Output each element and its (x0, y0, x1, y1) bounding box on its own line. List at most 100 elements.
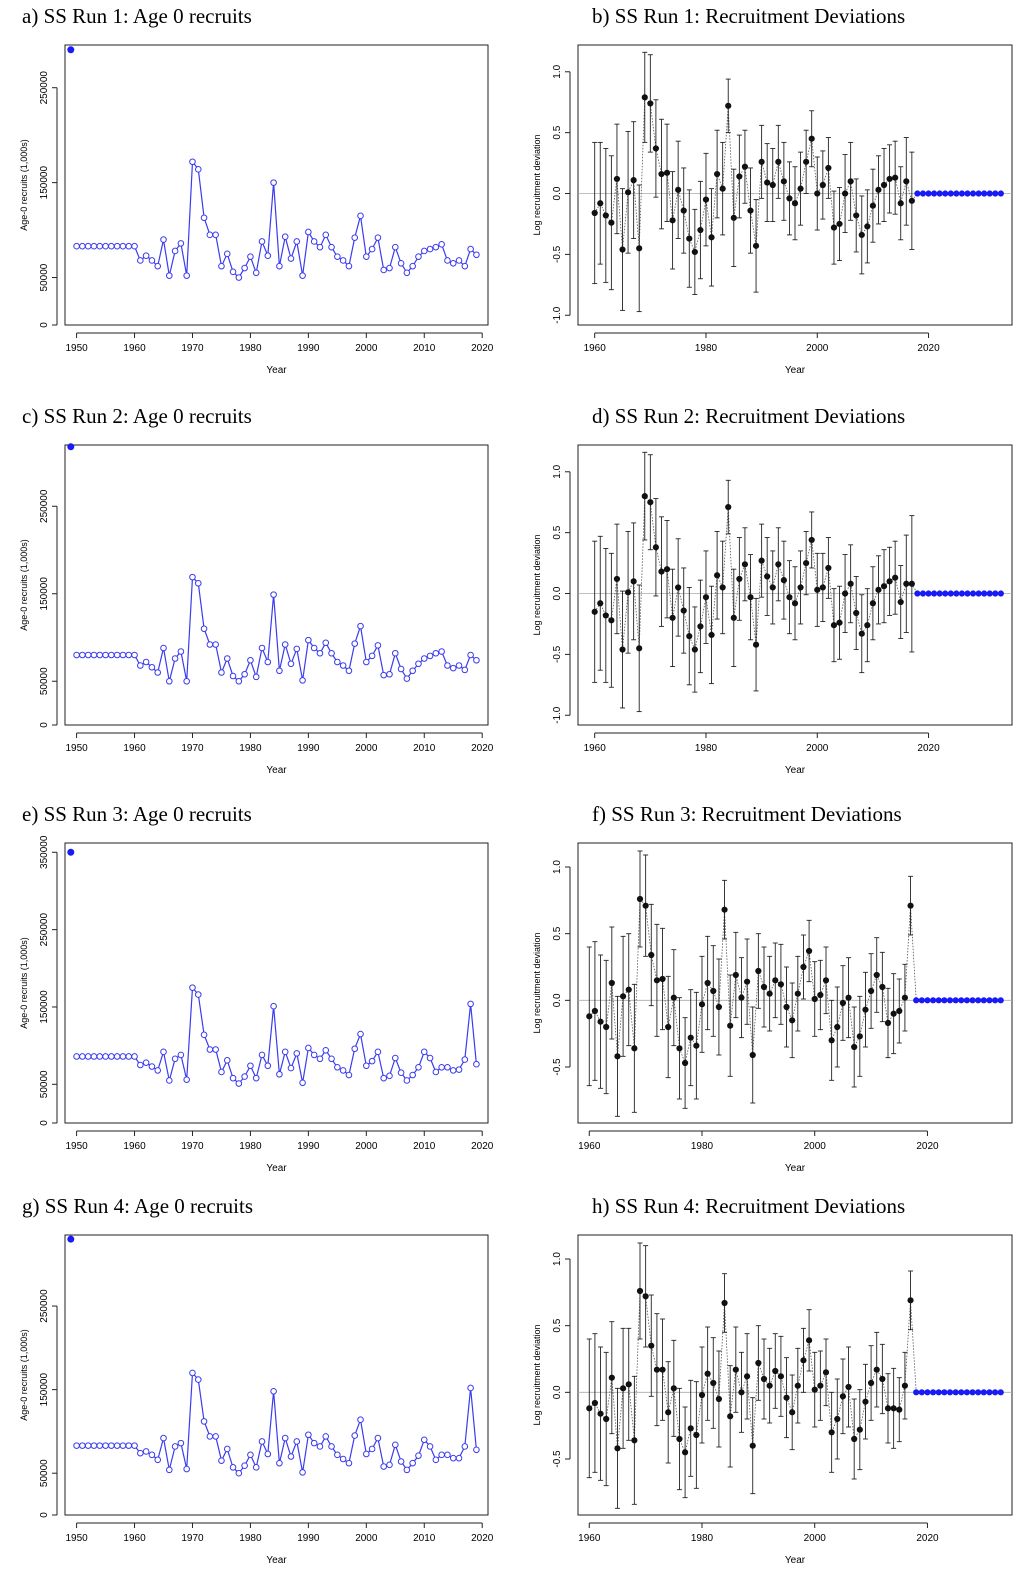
deviation-point (851, 1043, 858, 1051)
plot-frame (577, 1234, 1013, 1516)
recruit-point (90, 1053, 98, 1060)
deviation-point (698, 1391, 706, 1399)
deviation-point (760, 983, 768, 991)
recruit-point (276, 1459, 283, 1467)
recruit-point (223, 655, 231, 662)
x-tick-label: 2000 (804, 1141, 827, 1152)
recruit-point (200, 1418, 208, 1425)
deviation-point (758, 158, 765, 165)
deviation-point (845, 1383, 852, 1391)
recruit-point (328, 1443, 335, 1450)
recruit-point (351, 234, 359, 241)
deviation-point (825, 564, 832, 572)
recruit-point (84, 1053, 92, 1060)
recruit-point (79, 1442, 86, 1449)
deviation-point (708, 234, 715, 241)
recruit-point (403, 675, 411, 682)
deviation-point (624, 589, 632, 596)
recruit-point (432, 649, 440, 657)
x-tick-label: 2020 (917, 743, 940, 754)
deviation-point (665, 1023, 672, 1031)
deviation-point (841, 190, 849, 197)
deviation-point (808, 135, 815, 142)
deviation-point (884, 1019, 892, 1027)
recruit-point (473, 1060, 480, 1068)
recruit-point (264, 658, 272, 666)
recruit-point (160, 1434, 167, 1442)
recruit-point (270, 1002, 277, 1010)
x-tick-label: 2020 (916, 1141, 939, 1152)
deviation-point (670, 1385, 677, 1392)
plot-frame (577, 842, 1013, 1124)
x-tick-label: 2000 (355, 743, 378, 754)
deviation-point (681, 1059, 689, 1067)
recruit-point (339, 257, 347, 264)
recruit-point (322, 231, 330, 239)
deviation-point (794, 1382, 801, 1389)
forecast-point (975, 190, 982, 197)
y-tick-label: -1.0 (552, 306, 563, 324)
recruit-point (299, 1079, 306, 1087)
forecast-point (963, 997, 971, 1004)
y-tick-label: 50000 (39, 1459, 50, 1487)
recruit-point (137, 662, 144, 669)
x-tick-label: 1980 (695, 343, 718, 354)
recruit-point (212, 1433, 219, 1440)
recruit-point (113, 242, 121, 250)
forecast-point (975, 997, 982, 1004)
recruit-point (305, 228, 312, 236)
deviation-point (880, 583, 888, 590)
y-tick-label: -0.5 (552, 245, 563, 263)
deviation-point (777, 981, 785, 988)
recruit-point (310, 1439, 318, 1447)
recruit-point (235, 1469, 243, 1477)
recruit-point (90, 242, 98, 250)
recruit-point (73, 242, 80, 250)
x-tick-label: 1960 (123, 1533, 146, 1544)
deviation-point (908, 580, 915, 587)
deviation-point (597, 200, 604, 207)
recruit-point (252, 269, 260, 277)
forecast-point (963, 1389, 971, 1396)
deviation-point (658, 170, 665, 178)
y-tick-label: 0 (39, 722, 50, 728)
recruit-point (409, 667, 416, 675)
deviation-point (591, 1007, 599, 1015)
recruit-point (287, 1064, 295, 1072)
deviation-point (636, 1287, 644, 1295)
deviation-point (642, 902, 649, 909)
recruit-point (125, 651, 133, 659)
deviation-point (738, 1389, 745, 1396)
recruit-point (363, 658, 370, 666)
plot-frame (64, 444, 489, 726)
recruit-point (223, 1057, 231, 1064)
forecast-point (924, 997, 931, 1004)
plot-frame (577, 444, 1013, 726)
deviation-point (681, 1449, 689, 1456)
recruit-point (200, 625, 208, 633)
deviation-point (715, 1395, 723, 1403)
deviation-point (853, 212, 860, 219)
recruit-point (270, 591, 277, 598)
panel-h: h) SS Run 4: Recruitment Deviations 1960… (514, 1190, 1028, 1588)
recruit-point (206, 231, 214, 239)
recruit-point (137, 1449, 144, 1457)
deviation-point (624, 189, 632, 196)
forecast-point (969, 997, 976, 1004)
recruit-point (357, 1416, 364, 1424)
recruit-point (322, 1046, 330, 1054)
y-tick-label: 0.0 (552, 1385, 563, 1399)
x-tick-label: 2020 (916, 1533, 939, 1544)
recruit-point (131, 242, 138, 250)
deviation-point (896, 1406, 903, 1413)
recruit-point (125, 242, 133, 250)
y-tick-label: -0.5 (552, 645, 563, 663)
deviation-point (730, 214, 737, 221)
panel-e: e) SS Run 3: Age 0 recruits 1950 1960 1970… (0, 798, 514, 1196)
recruit-point (160, 236, 167, 243)
y-tick-label: 350000 (39, 835, 50, 869)
recruit-point (241, 1073, 248, 1080)
recruit-point (345, 667, 353, 675)
recruit-point (305, 636, 312, 644)
deviation-point (603, 1023, 610, 1031)
